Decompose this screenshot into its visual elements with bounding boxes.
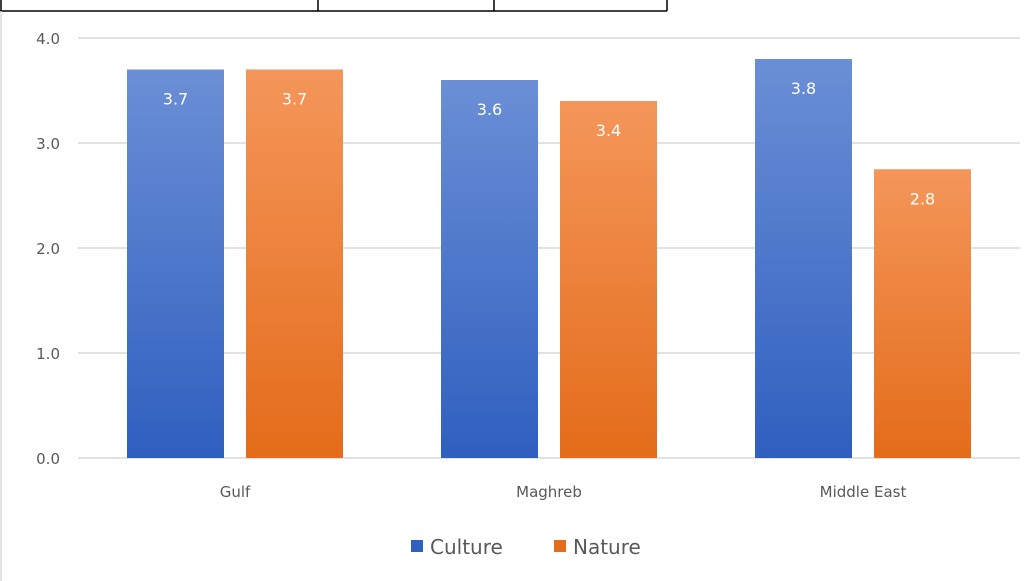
y-tick-label: 0.0 xyxy=(36,450,60,468)
data-label-culture: 3.6 xyxy=(477,100,502,119)
data-label-culture: 3.7 xyxy=(163,90,188,109)
bar-nature xyxy=(246,69,343,458)
bars: 3.7 3.7 3.6 3.4 3.8 2.8 xyxy=(127,59,971,458)
legend-label-nature: Nature xyxy=(573,535,641,559)
bar-culture xyxy=(127,69,224,458)
header-cells xyxy=(0,0,668,12)
legend-swatch-culture xyxy=(411,540,423,552)
y-axis-ticks: 0.0 1.0 2.0 3.0 4.0 xyxy=(36,30,60,468)
bar-culture xyxy=(755,59,852,458)
data-label-nature: 3.7 xyxy=(282,90,307,109)
legend-label-culture: Culture xyxy=(430,535,503,559)
data-label-nature: 2.8 xyxy=(910,189,935,208)
legend: Culture Nature xyxy=(411,535,641,559)
x-tick-label: Maghreb xyxy=(516,483,582,501)
x-axis-ticks: Gulf Maghreb Middle East xyxy=(220,483,907,501)
bar-culture xyxy=(441,80,538,458)
y-tick-label: 2.0 xyxy=(36,240,60,258)
x-tick-label: Gulf xyxy=(220,483,251,501)
data-label-culture: 3.8 xyxy=(791,79,816,98)
data-label-nature: 3.4 xyxy=(596,121,621,140)
y-tick-label: 1.0 xyxy=(36,345,60,363)
y-tick-label: 3.0 xyxy=(36,135,60,153)
gridlines xyxy=(78,37,1020,459)
bar-nature xyxy=(874,169,971,458)
x-tick-label: Middle East xyxy=(820,483,907,501)
legend-swatch-nature xyxy=(554,540,566,552)
bar-nature xyxy=(560,101,657,458)
y-tick-label: 4.0 xyxy=(36,30,60,48)
